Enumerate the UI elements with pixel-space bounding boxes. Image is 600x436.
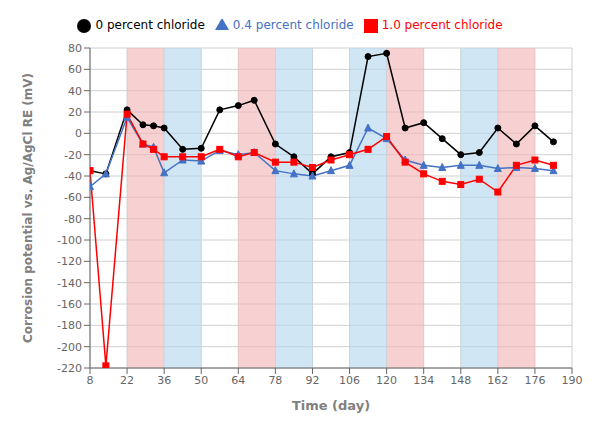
svg-text:-180: -180 [57, 319, 82, 332]
svg-text:50: 50 [194, 374, 208, 387]
html-text:0.4 percent chloride: 0.4 percent chloride [232, 18, 354, 32]
html-text:1.0 percent chloride: 1.0 percent chloride [381, 18, 503, 32]
svg-text:176: 176 [524, 374, 545, 387]
svg-text:134: 134 [413, 374, 434, 387]
svg-text:-160: -160 [57, 298, 82, 311]
svg-text:92: 92 [305, 374, 319, 387]
svg-text:Corrosion potential vs. Ag/AgC: Corrosion potential vs. Ag/AgCl RE (mV) [21, 73, 35, 343]
svg-text:106: 106 [339, 374, 360, 387]
svg-text:64: 64 [231, 374, 245, 387]
svg-text:120: 120 [376, 374, 397, 387]
svg-text:60: 60 [68, 63, 82, 76]
svg-text:-100: -100 [57, 234, 82, 247]
html-text:0 percent chloride: 0 percent chloride [95, 18, 205, 32]
svg-text:78: 78 [268, 374, 282, 387]
svg-text:80: 80 [68, 42, 82, 55]
svg-text:162: 162 [487, 374, 508, 387]
svg-text:-20: -20 [64, 149, 82, 162]
svg-text:-220: -220 [57, 362, 82, 375]
svg-text:-60: -60 [64, 191, 82, 204]
svg-text:8: 8 [87, 374, 94, 387]
svg-text:0: 0 [75, 127, 82, 140]
svg-text:148: 148 [450, 374, 471, 387]
svg-text:190: 190 [562, 374, 583, 387]
svg-text:22: 22 [120, 374, 134, 387]
svg-text:-140: -140 [57, 277, 82, 290]
svg-text:-120: -120 [57, 255, 82, 268]
svg-text:40: 40 [68, 85, 82, 98]
svg-text:Time (day): Time (day) [292, 398, 370, 413]
svg-text:-200: -200 [57, 341, 82, 354]
svg-text:-80: -80 [64, 213, 82, 226]
svg-text:-40: -40 [64, 170, 82, 183]
svg-text:36: 36 [157, 374, 171, 387]
svg-text:20: 20 [68, 106, 82, 119]
